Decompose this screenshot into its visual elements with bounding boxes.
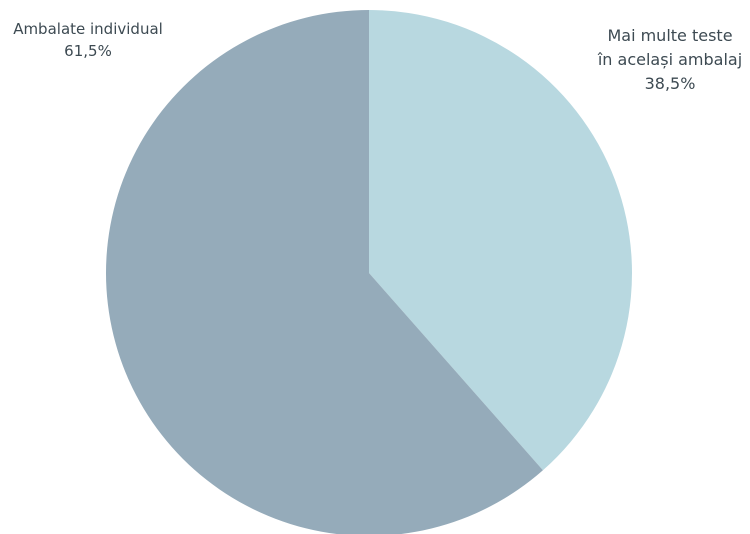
slice-value-label: 61,5% [64, 42, 112, 60]
slice-category-label-line-2: în același ambalaj [597, 50, 743, 69]
slice-value-label: 38,5% [644, 74, 696, 93]
slice-label-ambalate-individual: Ambalate individual 61,5% [0, 18, 176, 62]
slice-category-label: Ambalate individual [13, 20, 163, 38]
pie-slice-ambalate-individual [106, 10, 543, 534]
slice-category-label-line-1: Mai multe teste [607, 26, 733, 45]
slice-label-mai-multe-teste: Mai multe teste în același ambalaj 38,5% [590, 24, 750, 96]
pie-slice-mai-multe-teste [369, 10, 632, 471]
pie-slices [106, 10, 632, 534]
